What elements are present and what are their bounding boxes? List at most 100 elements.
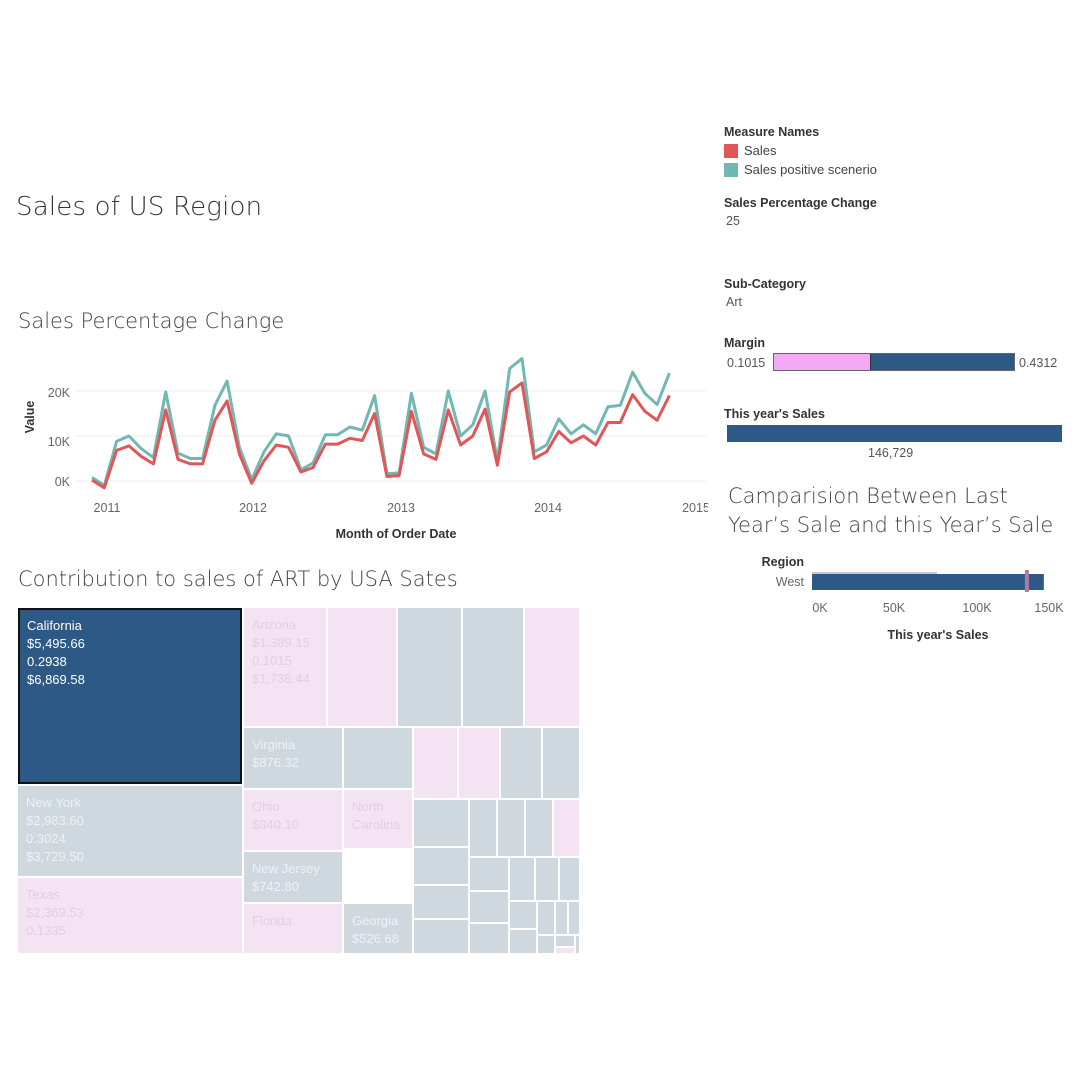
treemap-cell[interactable] (555, 947, 575, 954)
treemap-cell-new-york[interactable]: New York $2,983.60 0.3024 $3,729.50 (17, 785, 243, 877)
this-year-sales-bar[interactable] (727, 425, 1062, 442)
treemap-cell[interactable] (413, 727, 458, 799)
treemap-cell[interactable] (559, 857, 580, 901)
subcategory-filter-label: Sub-Category (724, 277, 806, 291)
treemap-label: Georgia $526.68 (352, 912, 399, 948)
state-name: Virginia (252, 737, 296, 752)
comparison-bar-chart[interactable]: Region West 0K 50K 100K 150K This year's… (740, 550, 1075, 650)
treemap-cell[interactable] (524, 607, 580, 727)
treemap-cell[interactable] (553, 799, 580, 857)
x-tick-label: 150K (1034, 601, 1064, 615)
line-chart-grid (76, 390, 706, 482)
treemap-cell-new-jersey[interactable]: New Jersey $742.80 (243, 851, 343, 903)
sales-line-chart[interactable]: 20K 10K 0K 2011 2012 2013 2014 2015 Valu… (18, 345, 708, 550)
reference-marker[interactable] (1024, 570, 1029, 592)
x-tick-label: 100K (962, 601, 992, 615)
treemap-cell-georgia[interactable]: Georgia $526.68 (343, 903, 413, 954)
treemap-cell[interactable] (509, 901, 537, 929)
treemap-cell[interactable] (469, 857, 509, 891)
treemap-cell[interactable] (469, 923, 509, 954)
comparison-title-line2: Year’s Sale and this Year’s Sale (728, 513, 1054, 537)
treemap-cell[interactable] (568, 901, 580, 935)
treemap-label: California $5,495.66 0.2938 $6,869.58 (27, 617, 85, 689)
treemap-cell[interactable] (500, 727, 542, 799)
treemap-cell[interactable] (413, 799, 469, 847)
treemap-cell[interactable] (413, 919, 469, 954)
comparison-x-ticks: 0K 50K 100K 150K (812, 601, 1064, 615)
treemap-cell-arizona[interactable]: Arizona $1,389.15 0.1015 $1,736.44 (243, 607, 327, 727)
line-chart-series[interactable] (91, 357, 671, 490)
treemap-cell[interactable] (497, 799, 525, 857)
treemap-cell[interactable] (555, 935, 575, 947)
treemap-cell[interactable] (525, 799, 553, 857)
positive-color-swatch (724, 162, 738, 177)
legend-item-sales[interactable]: Sales (724, 143, 877, 158)
treemap-cell[interactable] (537, 901, 555, 935)
x-tick-label: 2011 (94, 501, 121, 515)
sales-line[interactable] (91, 381, 671, 490)
line-chart-x-ticks: 2011 2012 2013 2014 2015 (94, 501, 708, 515)
y-tick-label: 0K (55, 475, 71, 489)
state-sales: $1,389.15 (252, 635, 310, 650)
treemap-cell-virginia[interactable]: Virginia $876.32 (243, 727, 343, 789)
spc-param-value[interactable]: 25 (726, 214, 740, 228)
treemap-cell[interactable] (413, 847, 469, 885)
y-axis-title: Value (23, 401, 37, 434)
spc-param-label: Sales Percentage Change (724, 196, 877, 210)
this-year-bar[interactable] (812, 574, 1044, 590)
margin-max-value: 0.4312 (1019, 356, 1058, 370)
dashboard-title: Sales of US Region (16, 192, 263, 222)
treemap-cell[interactable] (413, 885, 469, 919)
x-axis-title: Month of Order Date (336, 527, 457, 541)
state-margin: 0.1335 (26, 923, 66, 938)
treemap-cell[interactable] (542, 727, 580, 799)
state-margin: 0.1015 (252, 653, 292, 668)
margin-range-bar[interactable] (773, 353, 1015, 371)
state-name: California (27, 618, 82, 633)
treemap-cell-north-carolina[interactable]: North Carolina (343, 789, 413, 849)
treemap-cell-florida[interactable]: Florida (243, 903, 343, 954)
treemap-label: North Carolina (352, 798, 400, 834)
treemap-cell[interactable] (469, 799, 497, 857)
comparison-x-title: This year's Sales (888, 628, 989, 642)
treemap-cell[interactable] (458, 727, 500, 799)
state-name: New York (26, 795, 81, 810)
treemap-cell[interactable] (535, 857, 559, 901)
treemap-cell-texas[interactable]: Texas $2,369.53 0.1335 (17, 877, 243, 954)
treemap-cell[interactable] (327, 607, 397, 727)
this-year-sales-label: This year's Sales (724, 407, 825, 421)
region-row-label: West (776, 575, 805, 589)
treemap-cell[interactable] (469, 891, 509, 923)
comparison-bars[interactable] (812, 570, 1044, 592)
treemap-cell[interactable] (343, 727, 413, 789)
treemap-label: New Jersey $742.80 (252, 860, 320, 896)
x-tick-label: 50K (883, 601, 906, 615)
state-name: North (352, 799, 384, 814)
treemap-cell[interactable] (555, 901, 568, 935)
subcategory-filter-value[interactable]: Art (726, 295, 742, 309)
legend-item-sales-positive[interactable]: Sales positive scenerio (724, 162, 877, 177)
state-sales: $2,983.60 (26, 813, 84, 828)
this-year-sales-value: 146,729 (868, 446, 914, 460)
treemap-cell[interactable] (509, 929, 537, 954)
state-margin: 0.2938 (27, 654, 67, 669)
state-positive-sales: $1,736.44 (252, 671, 310, 686)
comparison-title-line1: Camparision Between Last (728, 484, 1008, 508)
sales-positive-line[interactable] (91, 357, 671, 487)
treemap-cell[interactable] (509, 857, 535, 901)
state-positive-sales: $6,869.58 (27, 672, 85, 687)
treemap-cell[interactable] (575, 935, 580, 954)
state-sales-treemap[interactable]: California $5,495.66 0.2938 $6,869.58 Ar… (17, 607, 580, 954)
state-sales: $742.80 (252, 879, 299, 894)
state-name: Arizona (252, 617, 297, 632)
state-sales: $2,369.53 (26, 905, 84, 920)
treemap-cell[interactable] (537, 935, 555, 954)
state-name: New Jersey (252, 861, 320, 876)
legend-item-label: Sales (744, 143, 777, 158)
sales-color-swatch (724, 143, 738, 158)
treemap-cell-ohio[interactable]: Ohio $840.10 (243, 789, 343, 851)
x-tick-label: 0K (812, 601, 828, 615)
treemap-cell[interactable] (462, 607, 524, 727)
treemap-cell[interactable] (397, 607, 462, 727)
treemap-cell-california[interactable]: California $5,495.66 0.2938 $6,869.58 (17, 607, 243, 785)
